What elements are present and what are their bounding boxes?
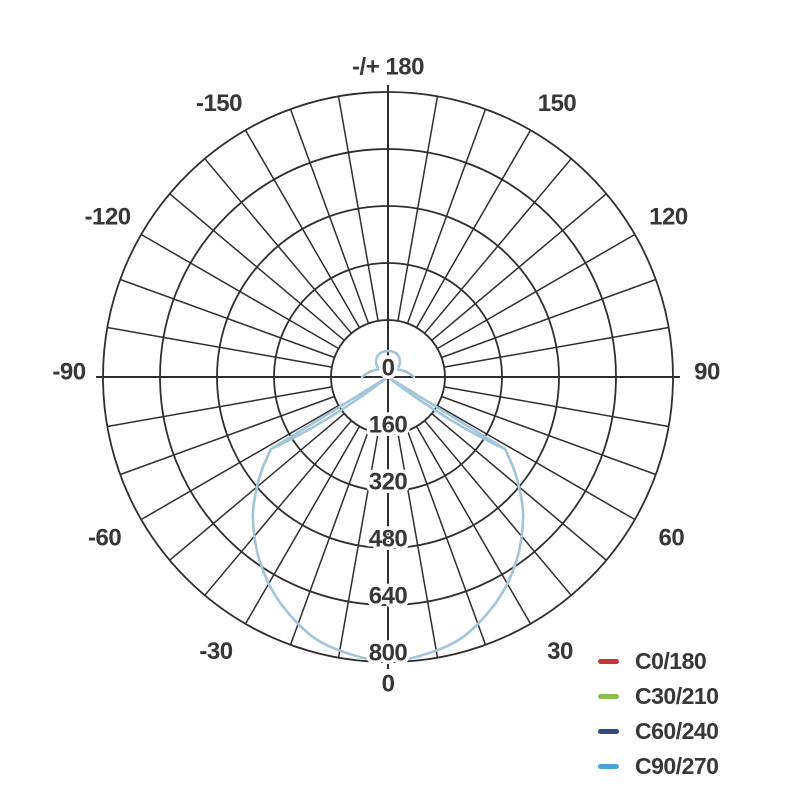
radial-label-320: 320 — [369, 469, 408, 496]
angle-label-60: 60 — [659, 525, 685, 552]
angle-label--90: -90 — [52, 359, 85, 386]
legend-color-dash — [598, 764, 619, 769]
grid-spoke — [443, 326, 669, 368]
legend-item-label: C90/270 — [635, 753, 719, 779]
flare-left — [360, 368, 388, 379]
angle-label--150: -150 — [196, 90, 242, 117]
legend: C0/180 C30/210 C60/240 C90/270 — [598, 644, 719, 784]
legend-item-label: C60/240 — [635, 718, 719, 744]
grid-spoke — [415, 426, 532, 625]
angle-label-180: -/+ 180 — [352, 54, 424, 81]
grid-spoke — [107, 326, 333, 368]
grid-spoke — [244, 129, 361, 328]
angle-label-30: 30 — [547, 638, 573, 665]
legend-item: C60/240 — [598, 714, 719, 749]
legend-item-label: C30/210 — [635, 683, 719, 709]
radial-label-160: 160 — [369, 412, 408, 439]
legend-item: C90/270 — [598, 749, 719, 784]
grid-spoke — [415, 129, 532, 328]
angle-label-120: 120 — [649, 204, 688, 231]
angle-label--30: -30 — [199, 638, 232, 665]
grid-spoke — [289, 108, 370, 324]
flare-right — [388, 368, 416, 379]
angle-label-90: 90 — [694, 359, 720, 386]
angle-label--60: -60 — [88, 525, 121, 552]
grid-spoke — [119, 278, 335, 359]
legend-color-dash — [598, 659, 619, 664]
grid-spoke — [424, 158, 572, 334]
angle-label--120: -120 — [85, 204, 131, 231]
main-lobe — [251, 375, 525, 663]
grid-spoke — [204, 420, 352, 596]
grid-spoke — [397, 432, 439, 658]
angle-label-0: 0 — [382, 671, 395, 698]
grid-spoke — [441, 278, 657, 359]
radial-label-480: 480 — [369, 526, 408, 553]
grid-spoke — [119, 395, 335, 476]
legend-color-dash — [598, 694, 619, 699]
back-lobe — [374, 349, 402, 375]
grid-spoke — [406, 430, 487, 646]
grid-spoke — [337, 432, 379, 658]
legend-item: C0/180 — [598, 644, 718, 679]
intensity-curve-c90-270 — [251, 349, 525, 663]
grid-spoke — [437, 404, 636, 521]
grid-spoke — [443, 386, 669, 428]
grid-spoke — [169, 193, 345, 341]
grid-spoke — [204, 158, 352, 334]
grid-spoke — [431, 193, 607, 341]
grid-spoke — [244, 426, 361, 625]
angle-label-150: 150 — [538, 90, 577, 117]
grid-spoke — [289, 430, 370, 646]
legend-item: C30/210 — [598, 679, 719, 714]
radial-label-0: 0 — [382, 355, 395, 382]
side-spike-left — [269, 375, 390, 451]
grid-spoke — [140, 404, 339, 521]
radial-label-800: 800 — [369, 640, 408, 667]
grid-spoke — [441, 395, 657, 476]
grid-spoke — [140, 233, 339, 350]
grid-spoke — [397, 96, 439, 322]
grid-spoke — [437, 233, 636, 350]
legend-item-label: C0/180 — [635, 648, 707, 674]
grid-spoke — [337, 96, 379, 322]
radial-label-640: 640 — [369, 583, 408, 610]
side-spike-right — [386, 375, 507, 451]
grid-spoke — [406, 108, 487, 324]
legend-color-dash — [598, 729, 619, 734]
grid-spoke — [107, 386, 333, 428]
grid-spoke — [424, 420, 572, 596]
